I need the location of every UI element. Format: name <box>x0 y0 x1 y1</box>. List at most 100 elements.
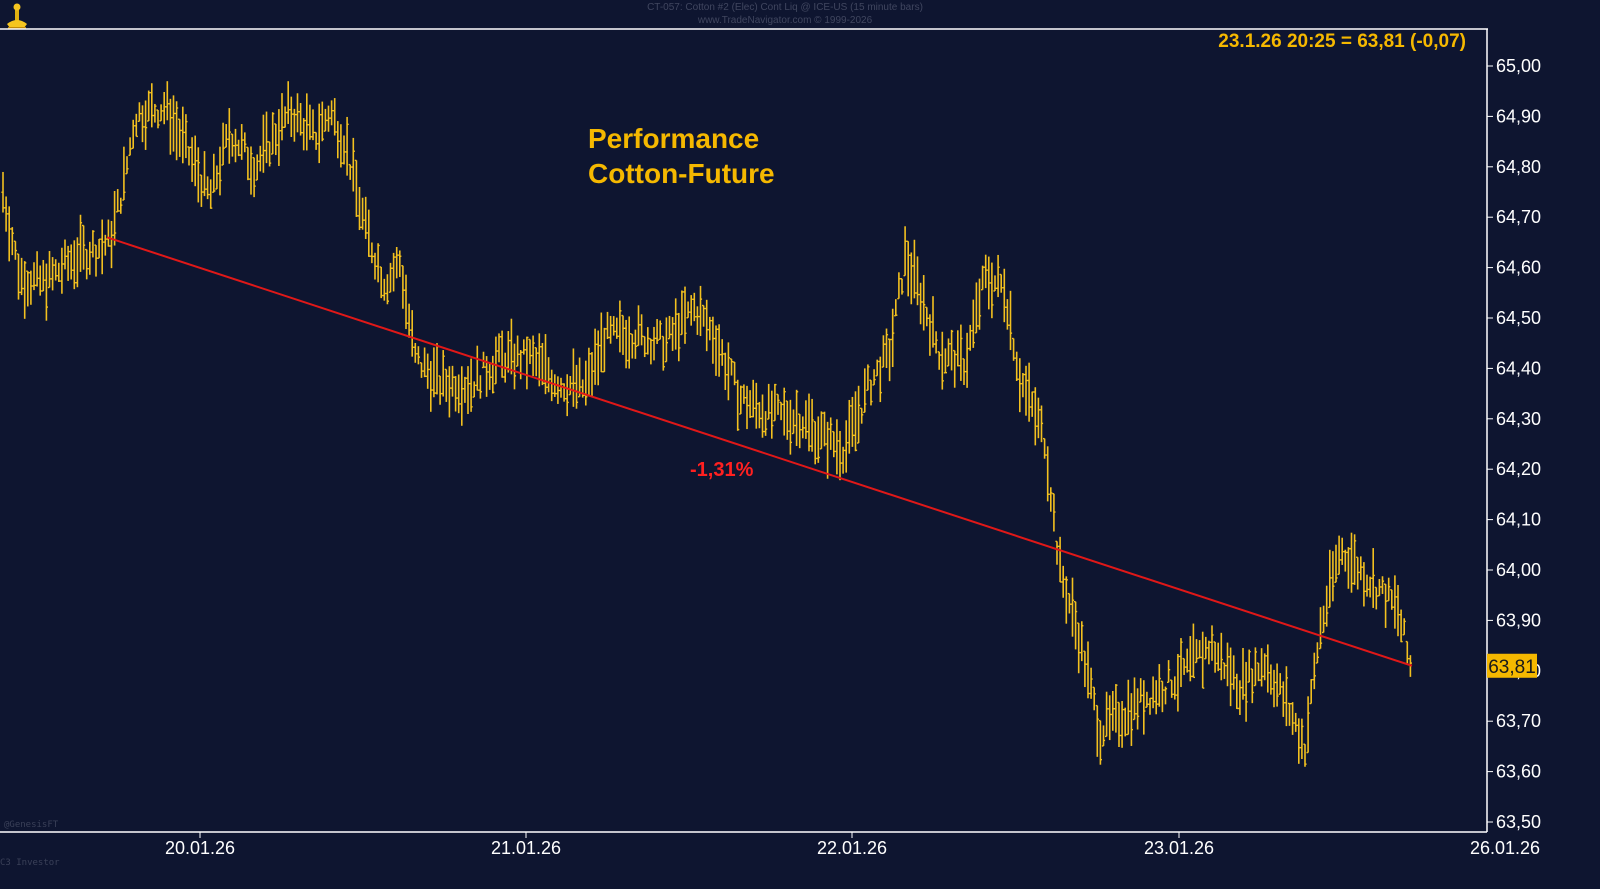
price-bar <box>512 343 517 390</box>
price-bar <box>602 327 606 373</box>
price-bar <box>295 93 300 133</box>
price-bar <box>1331 551 1335 602</box>
price-bar <box>695 306 699 335</box>
price-bar <box>423 347 427 378</box>
price-bar <box>826 421 830 479</box>
price-bar <box>1359 556 1363 581</box>
price-bar <box>934 331 938 354</box>
price-bar <box>689 295 693 326</box>
price-bar <box>810 398 814 452</box>
price-bar <box>977 278 982 330</box>
price-bar <box>599 312 603 373</box>
y-tick-label: 63,70 <box>1496 711 1541 731</box>
price-bar <box>1191 623 1195 679</box>
price-bar <box>745 385 749 430</box>
price-bar <box>832 430 836 458</box>
price-bar <box>1306 696 1310 754</box>
price-bar <box>131 119 135 150</box>
price-bar <box>261 114 265 173</box>
price-bar <box>1225 642 1230 687</box>
price-bar <box>1340 537 1344 565</box>
price-bar <box>51 257 55 291</box>
price-bar <box>481 351 486 369</box>
last-price-tag: 63,81 <box>1487 653 1537 678</box>
price-bar <box>891 308 895 368</box>
price-bar <box>426 353 430 389</box>
price-bar <box>726 342 730 401</box>
price-bar <box>441 350 445 397</box>
price-bar <box>996 254 1000 298</box>
price-bar <box>286 81 290 124</box>
price-bar <box>196 147 200 203</box>
price-bar <box>1083 650 1087 688</box>
price-bar <box>1002 268 1006 323</box>
price-bar <box>1198 640 1202 659</box>
price-bar <box>680 290 684 336</box>
price-bar <box>1046 446 1050 502</box>
price-bar <box>677 312 681 362</box>
price-bar <box>1312 652 1316 690</box>
price-bar <box>472 381 476 398</box>
chart-header-line2: www.TradeNavigator.com © 1999-2026 <box>697 15 873 26</box>
y-tick-label: 64,40 <box>1496 358 1541 378</box>
price-bar <box>1368 576 1372 598</box>
price-bar <box>1232 655 1236 690</box>
price-bar <box>844 420 848 473</box>
price-bar <box>7 206 11 262</box>
price-bar <box>323 108 327 132</box>
price-bar <box>894 299 898 317</box>
price-bar <box>1393 575 1397 629</box>
trade-navigator-logo <box>7 3 27 29</box>
price-bar <box>82 224 86 270</box>
price-bar <box>751 379 755 418</box>
price-bar <box>1 171 5 213</box>
price-bar <box>618 300 622 353</box>
price-bar <box>667 315 672 340</box>
price-bar <box>54 259 58 281</box>
price-bar <box>962 358 966 386</box>
price-bar <box>206 176 210 200</box>
x-axis-ticks: 20.01.26 21.01.26 22.01.26 23.01.26 26.01.26 <box>165 832 1540 858</box>
price-bar <box>122 146 126 201</box>
price-bar <box>1055 540 1059 565</box>
price-bar <box>785 400 789 440</box>
x-tick-label: 22.01.26 <box>817 838 887 858</box>
price-bar <box>702 304 706 327</box>
price-bar <box>1039 405 1044 443</box>
price-bar <box>447 366 451 418</box>
price-bar <box>525 336 529 390</box>
price-bar <box>38 265 42 296</box>
price-bar <box>388 262 393 293</box>
price-bar <box>280 93 284 141</box>
price-bar <box>463 376 467 403</box>
price-bar <box>872 369 876 386</box>
price-bar <box>912 239 916 299</box>
price-bar <box>1018 358 1022 413</box>
price-bar <box>311 109 315 141</box>
price-bar <box>1033 387 1037 446</box>
price-bar <box>655 319 659 344</box>
price-bar <box>401 265 405 309</box>
price-bar <box>981 265 985 291</box>
price-bar <box>1142 680 1146 735</box>
y-tick-label: 64,30 <box>1496 409 1541 429</box>
price-bar <box>1021 373 1025 398</box>
price-bar <box>853 391 858 452</box>
price-bar <box>1263 653 1267 681</box>
price-bar <box>540 342 544 386</box>
price-bar <box>534 347 538 377</box>
price-bar <box>460 366 464 426</box>
chart-title-line1: Performance <box>588 123 759 154</box>
price-bar <box>1129 693 1133 746</box>
price-bar <box>1297 718 1301 764</box>
x-tick-label: 20.01.26 <box>165 838 235 858</box>
price-bar <box>392 252 396 292</box>
price-bar <box>314 131 318 150</box>
price-bar <box>416 346 420 365</box>
price-bar <box>1275 663 1279 707</box>
price-bar <box>813 420 817 465</box>
price-bar <box>1114 684 1118 733</box>
price-bar <box>615 317 619 339</box>
price-bar <box>971 299 975 348</box>
y-tick-label: 64,20 <box>1496 459 1541 479</box>
